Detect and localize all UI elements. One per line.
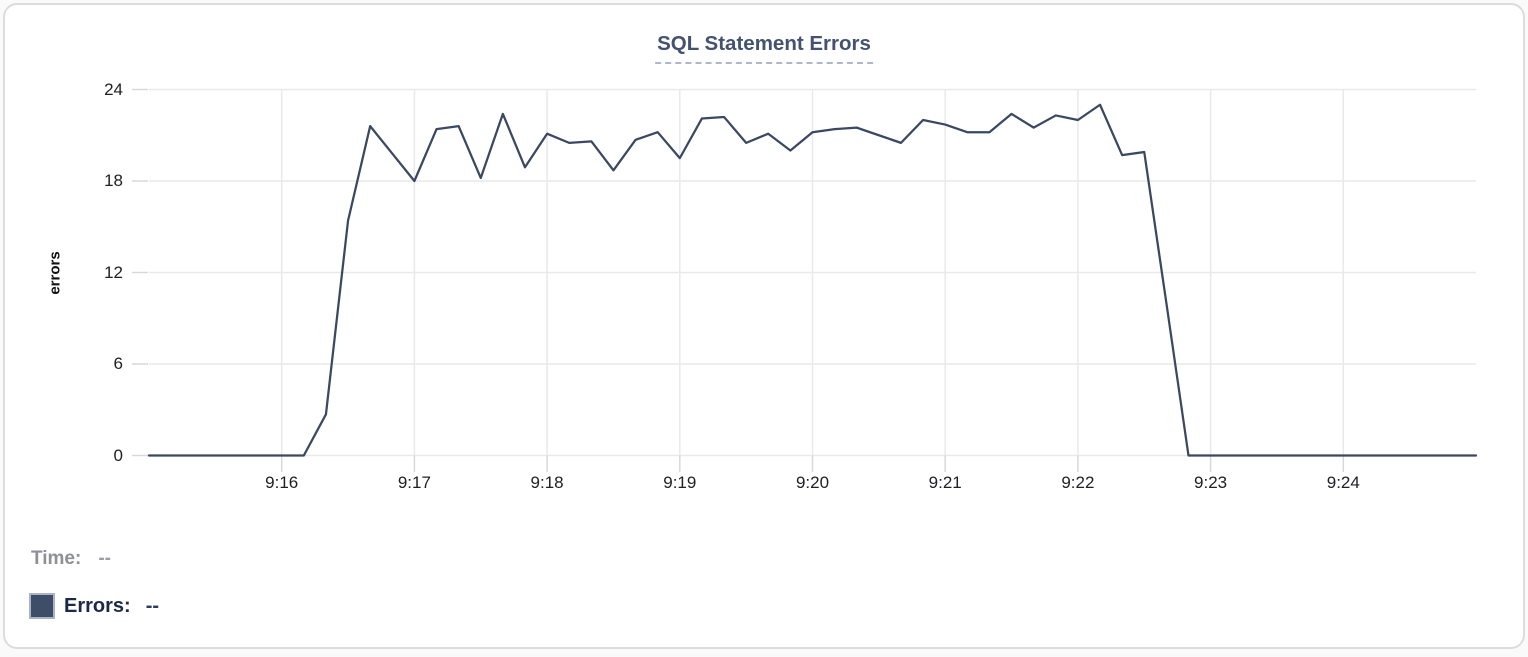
x-tick-label: 9:19 (638, 473, 722, 493)
y-tick-label: 6 (45, 353, 123, 375)
legend-errors-label: Errors: (64, 595, 131, 618)
x-tick-label: 9:22 (1036, 473, 1120, 493)
legend-time-value: -- (98, 548, 111, 569)
y-tick-label: 12 (45, 262, 123, 284)
legend-errors-row[interactable]: Errors: -- (29, 593, 159, 619)
errors-series-swatch (29, 593, 55, 619)
x-tick-label: 9:18 (505, 473, 589, 493)
x-tick-label: 9:20 (771, 473, 855, 493)
axis-tick-marks (132, 90, 1343, 473)
x-tick-label: 9:23 (1169, 473, 1253, 493)
y-tick-label: 24 (45, 79, 123, 101)
x-tick-label: 9:24 (1301, 473, 1385, 493)
legend-time-label: Time: (31, 548, 81, 569)
legend-errors-value: -- (146, 595, 159, 618)
x-tick-label: 9:17 (372, 473, 456, 493)
chart-canvas[interactable] (5, 5, 1528, 657)
x-tick-label: 9:21 (903, 473, 987, 493)
x-tick-label: 9:16 (240, 473, 324, 493)
y-tick-label: 18 (45, 170, 123, 192)
legend-time-row: Time: -- (31, 548, 111, 570)
y-tick-label: 0 (45, 445, 123, 467)
